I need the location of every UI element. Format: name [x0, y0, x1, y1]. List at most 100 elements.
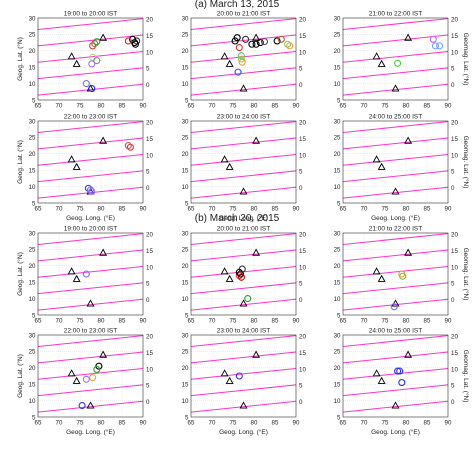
y2-tick-label: 5	[299, 66, 303, 73]
geomag-line	[342, 67, 449, 80]
x-tick-label: 65	[188, 318, 195, 325]
station-marker	[225, 274, 234, 282]
y-tick-label: 25	[334, 32, 341, 39]
y-tick-label: 10	[334, 81, 341, 88]
y-tick-label: 5	[185, 97, 189, 104]
y-tick-label: 20	[182, 151, 189, 158]
y2-tick-label: 10	[299, 152, 306, 159]
station-marker	[99, 33, 108, 41]
x-tick-label: 85	[272, 318, 279, 325]
x-tick-label: 90	[445, 318, 452, 325]
y2-tick-label: 10	[299, 49, 306, 56]
x-tick-label: 75	[382, 318, 389, 325]
x-tick-label: 90	[293, 103, 300, 110]
geomag-line	[342, 282, 449, 295]
x-tick-label: 90	[293, 420, 300, 427]
y-tick-label: 20	[334, 365, 341, 372]
event-marker	[284, 40, 292, 48]
axes-frame	[342, 120, 449, 204]
event-marker	[82, 375, 90, 383]
event-marker	[235, 272, 243, 280]
x-tick-label: 90	[445, 103, 452, 110]
geomag-line	[190, 249, 297, 262]
event-marker	[390, 303, 398, 311]
panel-title: 19:00 to 20:00 IST	[64, 11, 118, 18]
event-marker	[431, 42, 439, 50]
geomag-line	[190, 137, 297, 150]
station-marker	[67, 267, 76, 275]
geomag-line	[190, 34, 297, 47]
y-tick-label: 25	[182, 247, 189, 254]
geomag-line	[190, 83, 297, 96]
x-tick-label: 80	[251, 318, 258, 325]
x-tick-label: 70	[361, 206, 368, 213]
y-tick-label: 30	[182, 118, 189, 125]
station-marker	[377, 376, 386, 384]
geomag-line	[37, 18, 144, 30]
y2-tick-label: 0	[299, 399, 303, 406]
station-marker	[72, 162, 81, 170]
y-tick-label: 20	[182, 263, 189, 270]
x-tick-label: 70	[56, 103, 63, 110]
y2-tick-label: 0	[451, 82, 455, 89]
station-marker	[220, 267, 229, 275]
station-marker	[404, 248, 413, 256]
axes-frame	[190, 334, 297, 418]
y2-tick-label: 5	[146, 383, 150, 390]
y2-tick-label: 10	[146, 152, 153, 159]
x-tick-label: 80	[251, 206, 258, 213]
station-marker	[372, 369, 381, 377]
y-tick-label: 25	[182, 349, 189, 356]
x-tick-label: 80	[251, 420, 258, 427]
geomag-line	[37, 153, 144, 166]
section-title-b: (b) March 20, 2015	[194, 213, 280, 224]
event-marker	[238, 58, 246, 66]
y2-tick-label: 20	[146, 231, 153, 238]
station-marker	[391, 401, 400, 409]
y-tick-label: 5	[32, 200, 36, 207]
geomag-line	[190, 233, 297, 245]
panel-title: 20:00 to 21:00 IST	[217, 11, 271, 18]
x-tick-label: 75	[77, 420, 84, 427]
geomag-line	[342, 121, 449, 133]
station-marker	[391, 187, 400, 195]
y2-tick-label: 0	[299, 185, 303, 192]
x-tick-label: 65	[35, 420, 42, 427]
axes-frame	[342, 17, 449, 101]
station-marker	[220, 369, 229, 377]
y2-tick-label: 20	[299, 119, 306, 126]
geomag-line	[342, 137, 449, 150]
geomag-line	[342, 298, 449, 311]
station-marker	[99, 350, 108, 358]
event-marker	[394, 59, 402, 67]
y-tick-label: 15	[29, 168, 36, 175]
x-tick-label: 65	[340, 420, 347, 427]
x-tick-label: 80	[98, 420, 105, 427]
event-marker	[235, 372, 243, 380]
axes-frame	[37, 334, 144, 418]
y-tick-label: 10	[334, 398, 341, 405]
geomag-line	[190, 384, 297, 397]
event-marker	[133, 37, 141, 45]
y-tick-label: 25	[29, 135, 36, 142]
event-marker	[88, 84, 96, 93]
y2-tick-label: 20	[451, 16, 458, 23]
event-marker	[398, 379, 406, 387]
geomag-line	[37, 137, 144, 150]
geomag-line	[342, 153, 449, 166]
y-tick-label: 5	[32, 414, 36, 421]
y2-tick-label: 10	[451, 366, 458, 373]
y-tick-label: 10	[334, 184, 341, 191]
station-marker	[391, 299, 400, 307]
geomag-line	[37, 400, 144, 413]
panel-title: 23:00 to 24:00 IST	[217, 328, 271, 335]
station-marker	[225, 376, 234, 384]
y2-tick-label: 10	[451, 49, 458, 56]
panel-b-5: 23:00 to 24:00 IST 5 10 15 20 25 30 0 5 10 15 20 65 7…	[182, 328, 307, 437]
geomag-line	[190, 153, 297, 166]
x-tick-label: 85	[119, 206, 126, 213]
section-title-a: (a) March 13, 2015	[194, 0, 280, 10]
event-marker	[124, 142, 132, 150]
y-tick-label: 25	[334, 349, 341, 356]
y-tick-label: 10	[182, 296, 189, 303]
